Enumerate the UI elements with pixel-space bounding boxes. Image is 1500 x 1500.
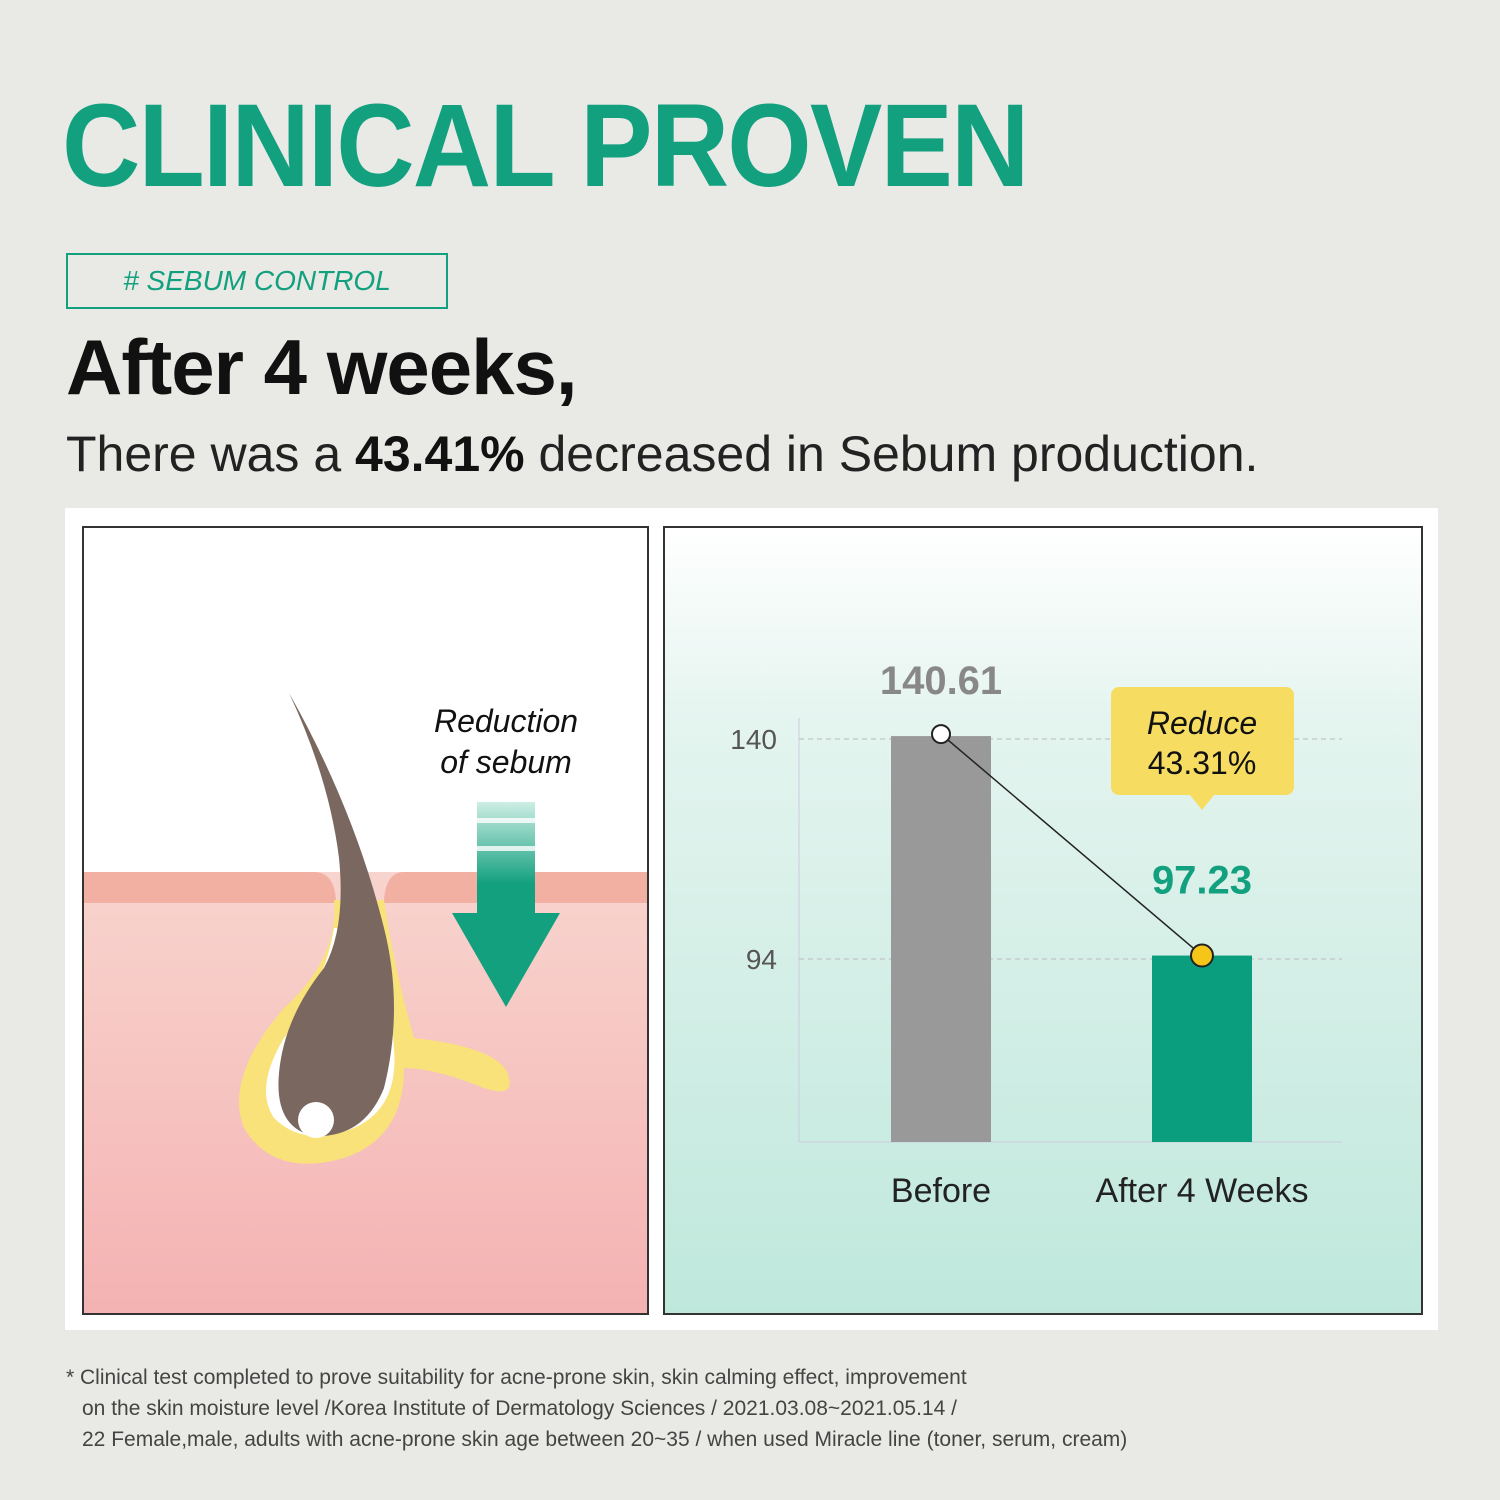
point-after xyxy=(1190,943,1214,968)
callout-line1: Reduce xyxy=(1147,705,1257,741)
subtitle-highlight: 43.41% xyxy=(355,426,525,482)
footnote-line: * Clinical test completed to prove suita… xyxy=(66,1366,967,1389)
down-arrow-icon xyxy=(452,802,560,1007)
bar-chart: 94 140 140.61 Before 97.23 After 4 Weeks Redu… xyxy=(730,659,1342,1210)
page-title: CLINICAL PROVEN xyxy=(62,80,1029,212)
callout-box xyxy=(1111,687,1294,795)
subtitle-before: There was a xyxy=(66,426,356,482)
data-label: 140.61 xyxy=(880,659,1002,703)
callout-pointer xyxy=(1190,795,1214,810)
callout: Reduce 43.31% xyxy=(1111,687,1294,810)
hair-strand xyxy=(278,693,394,1137)
y-tick-label: 94 xyxy=(746,944,777,975)
footnote: * Clinical test completed to prove suita… xyxy=(66,1362,1127,1455)
bar-before xyxy=(891,736,991,1142)
footnote-line: on the skin moisture level /Korea Instit… xyxy=(82,1397,957,1420)
data-label: 97.23 xyxy=(1152,859,1252,903)
trend-line xyxy=(940,733,1203,957)
reduction-label-line2: of sebum xyxy=(440,744,572,780)
hair-follicle-illustration: Reduction of sebum xyxy=(84,693,647,1313)
reduction-label-line1: Reduction xyxy=(434,703,578,739)
headline: After 4 weeks, xyxy=(66,323,578,411)
subtitle: There was a 43.41% decreased in Sebum pr… xyxy=(66,425,1258,483)
sebum-control-tag: # SEBUM CONTROL xyxy=(66,253,448,309)
category-label: After 4 Weeks xyxy=(1096,1172,1309,1210)
skin-surface-left xyxy=(84,872,336,903)
illustration-box: Reduction of sebum xyxy=(82,526,649,1315)
hair-bulb xyxy=(298,1102,334,1138)
y-tick-label: 140 xyxy=(730,724,777,755)
bar-after xyxy=(1152,955,1252,1142)
category-label: Before xyxy=(891,1172,991,1210)
subtitle-after: decreased in Sebum production. xyxy=(524,426,1259,482)
footnote-line: 22 Female,male, adults with acne-prone s… xyxy=(82,1428,1128,1451)
callout-line2: 43.31% xyxy=(1148,745,1257,781)
chart-box: 94 140 140.61 Before 97.23 After 4 Weeks Redu… xyxy=(663,526,1423,1315)
point-before xyxy=(931,724,951,745)
